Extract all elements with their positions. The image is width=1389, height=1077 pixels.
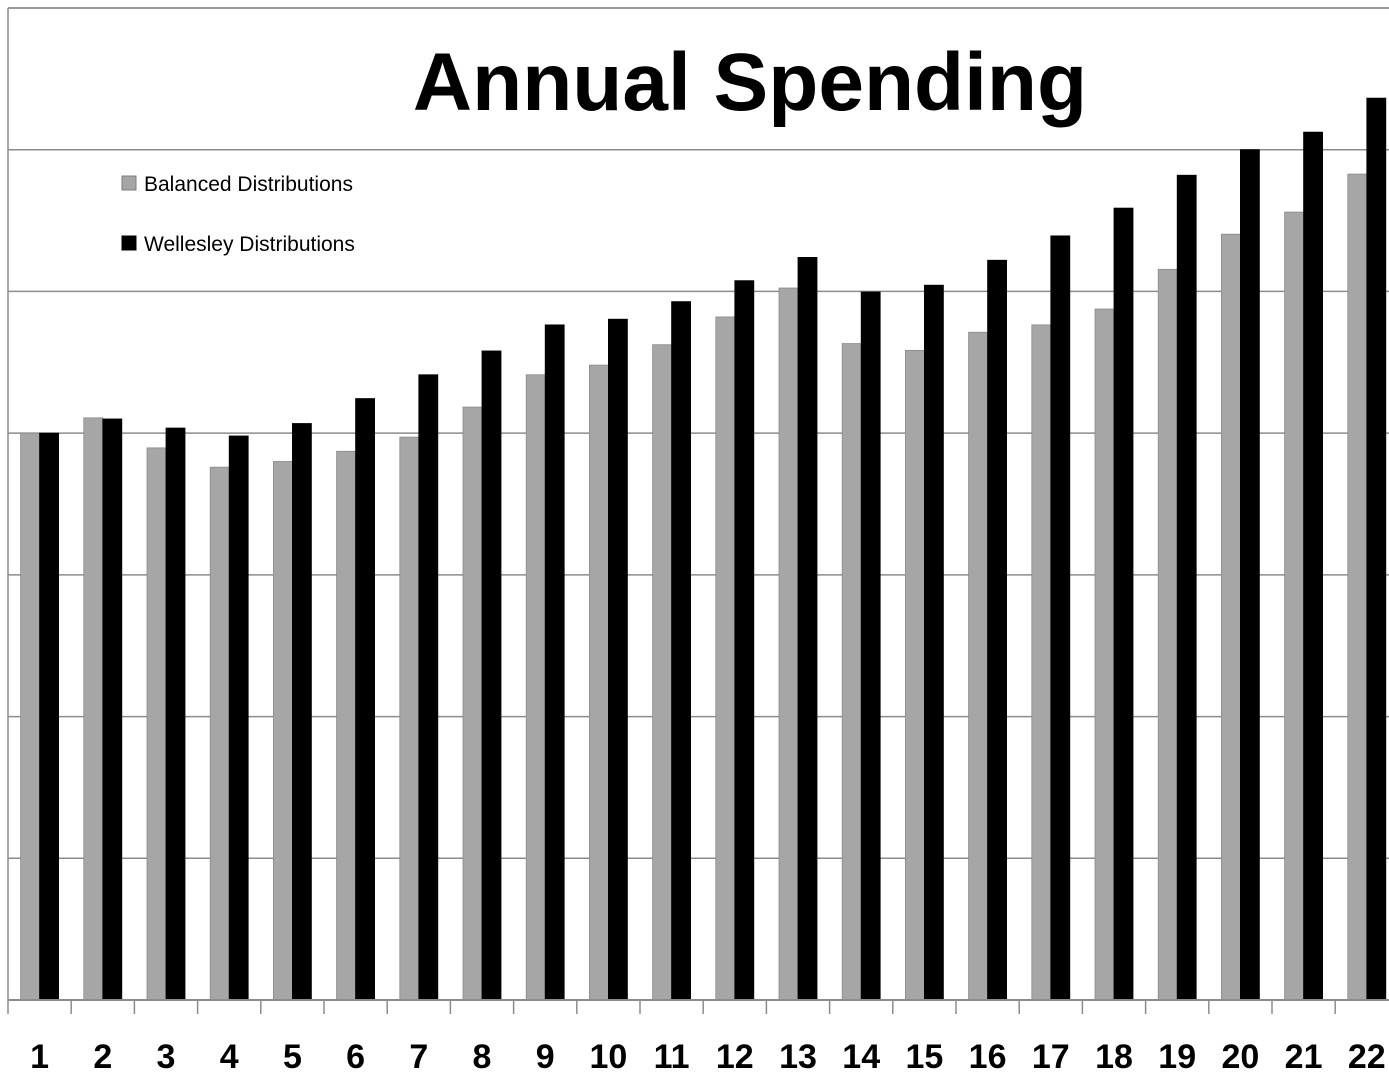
bar-wellesley: [860, 291, 881, 1001]
bar-wellesley: [291, 423, 312, 1001]
x-tick-label: 15: [905, 1038, 943, 1072]
legend-item-balanced: Balanced Distributions: [121, 173, 353, 196]
bar-wellesley: [1240, 149, 1260, 1001]
bar-balanced: [1094, 308, 1115, 1001]
x-tick-label: 7: [409, 1038, 428, 1072]
bar-balanced: [778, 287, 799, 1001]
bar-balanced: [525, 374, 546, 1001]
axes: [7, 7, 1389, 1014]
bar-wellesley: [1113, 207, 1134, 1001]
bar-wellesley: [671, 301, 691, 1001]
x-tick-label: 2: [93, 1038, 112, 1072]
bar-wellesley: [987, 259, 1007, 1001]
bar-wellesley: [924, 284, 944, 1001]
x-tick-label: 14: [842, 1038, 880, 1072]
bar-wellesley: [734, 280, 755, 1001]
x-tick-label: 4: [220, 1038, 239, 1072]
bar-balanced: [1157, 268, 1178, 1001]
x-tick-label: 18: [1095, 1038, 1133, 1072]
bar-balanced: [652, 344, 672, 1001]
bar-wellesley: [1176, 174, 1197, 1001]
bar-balanced: [841, 343, 862, 1001]
bar-balanced: [399, 436, 420, 1001]
bar-wellesley: [39, 432, 59, 1001]
legend-swatch-balanced: [121, 175, 137, 191]
bar-wellesley: [355, 398, 376, 1001]
bar-balanced: [336, 450, 357, 1001]
bar-balanced: [146, 447, 167, 1001]
x-tick-labels: 1 2 3 4 5 6 7 8 9 10 11 12 13 14 15 16 17 18 19 20 21 22: [30, 1038, 1386, 1076]
x-tick-label: 20: [1221, 1038, 1259, 1072]
legend-swatch-wellesley: [121, 235, 137, 251]
x-tick-label: 1: [30, 1038, 49, 1072]
bar-wellesley: [481, 350, 502, 1001]
bar-balanced: [83, 417, 104, 1001]
bar-wellesley: [544, 324, 565, 1001]
bar-balanced: [209, 466, 230, 1001]
bar-wellesley: [608, 318, 628, 1001]
bar-balanced: [905, 349, 925, 1001]
x-tick-label: 9: [536, 1038, 555, 1072]
bars: [20, 97, 1387, 1001]
x-tick-label: 3: [157, 1038, 176, 1072]
x-tick-label: 12: [716, 1038, 754, 1072]
x-tick-label: 22: [1348, 1038, 1386, 1072]
bar-wellesley: [418, 374, 439, 1001]
chart-title: Annual Spending: [413, 37, 1087, 128]
x-tick-label: 17: [1032, 1038, 1070, 1072]
bar-wellesley: [1303, 131, 1323, 1001]
legend-label-balanced: Balanced Distributions: [144, 173, 353, 196]
bar-wellesley: [102, 418, 123, 1001]
bar-balanced: [1284, 211, 1304, 1001]
bar-wellesley: [1050, 235, 1071, 1001]
bar-balanced: [462, 406, 483, 1001]
legend-item-wellesley: Wellesley Distributions: [121, 233, 355, 256]
legend-label-wellesley: Wellesley Distributions: [144, 233, 355, 256]
bar-balanced: [272, 461, 293, 1001]
bar-balanced: [1031, 324, 1052, 1001]
legend: Balanced Distributions Wellesley Distrib…: [121, 173, 355, 256]
bar-balanced: [20, 432, 41, 1001]
x-tick-label: 5: [283, 1038, 302, 1072]
bar-wellesley: [165, 427, 186, 1001]
bar-wellesley: [1366, 97, 1387, 1001]
x-tick-label: 11: [654, 1038, 690, 1072]
bar-balanced: [1347, 173, 1368, 1001]
bar-wellesley: [228, 435, 249, 1001]
x-tick-label: 16: [969, 1038, 1007, 1072]
bar-balanced: [1221, 233, 1241, 1001]
x-tick-label: 21: [1285, 1038, 1323, 1072]
x-tick-label: 8: [473, 1038, 492, 1072]
bar-wellesley: [797, 257, 818, 1001]
bar-balanced: [968, 331, 988, 1001]
bar-balanced: [589, 364, 609, 1001]
x-tick-label: 19: [1158, 1038, 1196, 1072]
x-tick-label: 6: [346, 1038, 365, 1072]
x-tick-label: 13: [779, 1038, 817, 1072]
bar-balanced: [715, 316, 736, 1001]
x-tick-label: 10: [589, 1038, 627, 1072]
